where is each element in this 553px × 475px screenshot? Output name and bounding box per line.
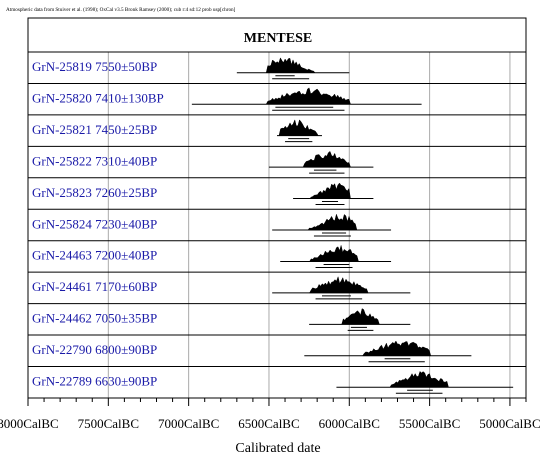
sample-row: GrN-25821 7450±25BP: [28, 114, 526, 143]
sample-row: GrN-25819 7550±50BP: [32, 57, 350, 80]
sample-row: GrN-24462 7050±35BP: [28, 303, 526, 331]
probability-distribution: [389, 370, 449, 389]
probability-distribution: [309, 245, 359, 263]
sample-row: GrN-22789 6630±90BP: [28, 366, 526, 394]
sample-row: GrN-25824 7230±40BP: [28, 208, 526, 237]
x-axis-ticks: 8000CalBC 7500CalBC 7000CalBC 6500CalBC 6000…: [0, 398, 541, 431]
probability-distribution: [362, 340, 432, 357]
sample-label: GrN-24463 7200±40BP: [32, 248, 157, 263]
sample-label: GrN-25820 7410±130BP: [32, 90, 164, 105]
sample-label: GrN-25823 7260±25BP: [32, 185, 157, 200]
sample-row: GrN-25822 7310±40BP: [28, 145, 526, 174]
sample-row: GrN-25823 7260±25BP: [28, 177, 526, 206]
sample-label: GrN-24461 7170±60BP: [32, 279, 157, 294]
plot-header: Atmospheric data from Stuiver et al. (19…: [6, 6, 236, 13]
x-tick-label: 6000CalBC: [319, 416, 380, 431]
sample-row: GrN-24461 7170±60BP: [28, 271, 526, 300]
probability-distribution: [278, 119, 319, 137]
sample-label: GrN-25824 7230±40BP: [32, 216, 157, 231]
sample-row: GrN-24463 7200±40BP: [28, 240, 526, 268]
probability-distribution: [265, 57, 316, 74]
x-axis-label: Calibrated date: [235, 441, 320, 456]
probability-distribution: [309, 275, 369, 294]
x-tick-label: 6500CalBC: [238, 416, 299, 431]
sample-label: GrN-24462 7050±35BP: [32, 311, 157, 326]
probability-distribution: [302, 150, 351, 168]
plot-frame: [27, 17, 527, 399]
x-tick-label: 5500CalBC: [399, 416, 460, 431]
frame-border: [27, 17, 527, 399]
x-tick-label: 7000CalBC: [158, 416, 219, 431]
sample-row: GrN-25820 7410±130BP: [28, 82, 526, 111]
x-tick-label: 8000CalBC: [0, 416, 59, 431]
sample-rows: GrN-25819 7550±50BP GrN-25820 7410±130BP G…: [28, 57, 526, 394]
probability-distribution: [265, 87, 351, 105]
x-tick-label: 7500CalBC: [78, 416, 139, 431]
sample-label: GrN-25821 7450±25BP: [32, 122, 157, 137]
sample-label: GrN-22790 6800±90BP: [32, 342, 157, 357]
sample-label: GrN-25819 7550±50BP: [32, 59, 157, 74]
sample-label: GrN-22789 6630±90BP: [32, 374, 157, 389]
probability-distribution: [307, 213, 358, 231]
chart-title: MENTESE: [244, 31, 312, 46]
probability-distribution: [309, 182, 351, 200]
sample-row: GrN-22790 6800±90BP: [28, 334, 526, 363]
x-tick-label: 5000CalBC: [479, 416, 540, 431]
grid: [107, 52, 511, 398]
probability-distribution: [341, 308, 380, 325]
sample-label: GrN-25822 7310±40BP: [32, 153, 157, 168]
